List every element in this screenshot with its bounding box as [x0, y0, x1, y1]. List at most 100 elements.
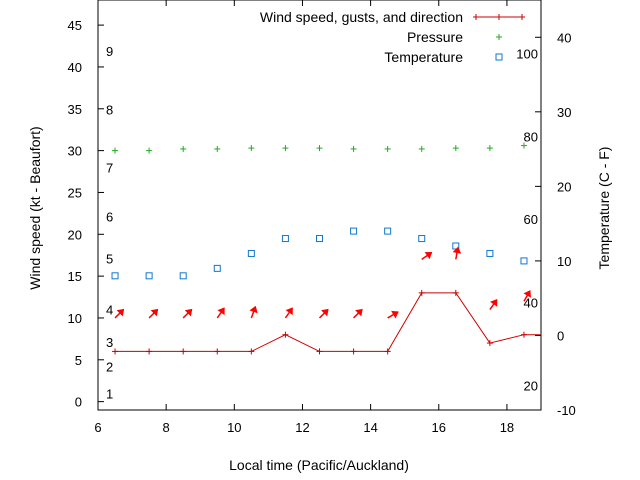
wind-speed-point — [486, 340, 493, 347]
y-left-tick-label: 5 — [75, 353, 82, 368]
wind-arrow — [452, 246, 462, 260]
wind-speed-point — [282, 331, 289, 338]
x-tick-label: 12 — [295, 420, 309, 435]
temperature-point — [350, 227, 358, 235]
temperature-point — [486, 249, 494, 257]
wind-speed-point — [112, 348, 119, 355]
pressure-point — [452, 145, 459, 152]
wind-speed-point — [316, 348, 323, 355]
wind-arrow — [249, 305, 258, 319]
beaufort-label: 1 — [106, 386, 113, 401]
wind-arrow-head — [150, 308, 159, 317]
fahrenheit-label: 80 — [524, 129, 538, 144]
wind-speed-point — [180, 348, 187, 355]
pressure-point — [180, 145, 187, 152]
wind-arrow-head — [217, 307, 225, 316]
wind-arrow — [148, 308, 159, 319]
wind-arrow-head — [355, 308, 363, 317]
pressure-point — [520, 142, 527, 149]
temperature-point — [213, 264, 221, 272]
legend-label: Temperature — [384, 49, 463, 65]
wind-arrow-head — [452, 246, 462, 254]
wind-arrow-head — [424, 251, 433, 260]
y-left-tick-label: 10 — [68, 311, 82, 326]
beaufort-label: 9 — [106, 44, 113, 59]
y-left-tick-label: 0 — [75, 395, 82, 410]
x-tick-label: 16 — [432, 420, 446, 435]
y-left-tick-label: 45 — [68, 18, 82, 33]
pressure-point — [486, 145, 493, 152]
legend-label: Wind speed, gusts, and direction — [260, 9, 463, 25]
legend-pressure-marker — [496, 34, 502, 40]
fahrenheit-label: 20 — [524, 378, 538, 393]
wind-speed-line — [115, 292, 541, 352]
pressure-point — [350, 145, 357, 152]
x-tick-label: 14 — [363, 420, 377, 435]
y-right-tick-label: -10 — [557, 403, 576, 418]
wind-arrow-head — [116, 308, 125, 317]
wind-arrow — [216, 307, 225, 319]
y-axis-label-right: Temperature (C - F) — [596, 147, 612, 270]
y-right-tick-label: 20 — [557, 179, 571, 194]
y-right-tick-label: 0 — [557, 328, 564, 343]
temperature-point — [111, 272, 119, 280]
fahrenheit-label: 40 — [524, 296, 538, 311]
wind-speed-point — [350, 348, 357, 355]
legend-temperature-marker — [495, 53, 503, 61]
wind-speed-point — [452, 289, 459, 296]
beaufort-label: 2 — [106, 359, 113, 374]
fahrenheit-label: 100 — [516, 47, 538, 62]
x-tick-label: 18 — [500, 420, 514, 435]
pressure-point — [248, 145, 255, 152]
wind-arrow-head — [523, 290, 531, 298]
y-left-tick-label: 40 — [68, 60, 82, 75]
wind-arrow — [353, 308, 363, 319]
wind-speed-point — [248, 348, 255, 355]
y-right-tick-label: 40 — [557, 30, 571, 45]
x-tick-label: 8 — [163, 420, 170, 435]
beaufort-label: 4 — [106, 303, 113, 318]
beaufort-label: 8 — [106, 103, 113, 118]
y-left-tick-label: 15 — [68, 269, 82, 284]
wind-arrow — [114, 308, 125, 319]
legend-line-end — [519, 14, 525, 20]
temperature-point — [418, 235, 426, 243]
beaufort-label: 7 — [106, 160, 113, 175]
x-tick-label: 6 — [94, 420, 101, 435]
plot-frame — [97, 0, 542, 411]
temperature-point — [145, 272, 153, 280]
legend-line-mid — [496, 14, 502, 20]
pressure-point — [214, 145, 221, 152]
temperature-point — [316, 235, 323, 243]
wind-arrow — [523, 290, 531, 302]
x-axis-label: Local time (Pacific/Auckland) — [229, 457, 409, 473]
pressure-point — [112, 147, 119, 154]
temperature-point — [179, 272, 187, 280]
pressure-point — [146, 147, 153, 154]
temperature-point — [281, 235, 289, 243]
wind-arrow — [387, 310, 399, 319]
legend-label: Pressure — [407, 29, 463, 45]
pressure-point — [418, 145, 425, 152]
y-left-tick-label: 25 — [68, 185, 82, 200]
wind-speed-point — [146, 348, 153, 355]
wind-arrow-head — [321, 308, 329, 317]
beaufort-label: 6 — [106, 210, 113, 225]
wind-speed-point — [384, 348, 391, 355]
beaufort-label: 5 — [106, 252, 113, 267]
pressure-point — [282, 145, 289, 152]
legend-line-end — [473, 14, 479, 20]
pressure-point — [384, 145, 391, 152]
wind-arrow — [489, 299, 498, 311]
y-axis-label-left: Wind speed (kt - Beaufort) — [27, 126, 43, 289]
wind-arrow — [182, 308, 193, 319]
wind-arrow-head — [490, 299, 498, 307]
wind-arrow-head — [184, 308, 193, 317]
fahrenheit-label: 60 — [524, 212, 538, 227]
wind-arrow — [284, 307, 293, 319]
wind-speed-point — [418, 289, 425, 296]
temperature-point — [384, 227, 392, 235]
wind-arrow-head — [391, 310, 399, 319]
